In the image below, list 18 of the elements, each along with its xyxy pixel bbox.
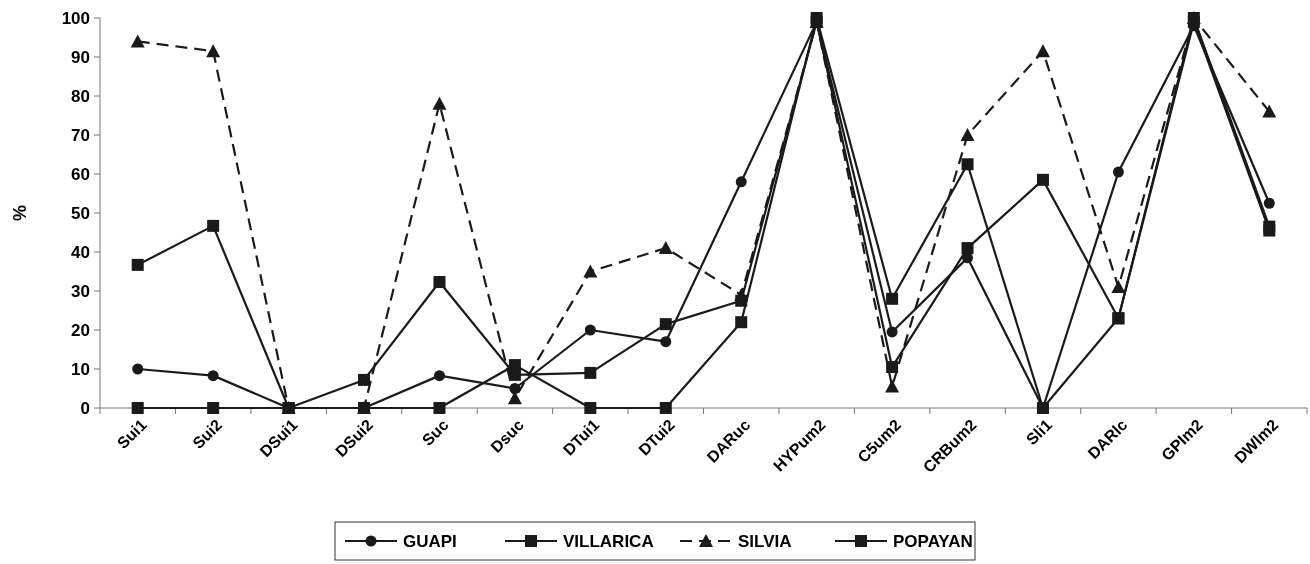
y-tick-label: 70 bbox=[71, 125, 90, 145]
y-tick-label: 0 bbox=[80, 398, 90, 418]
y-tick-label: 30 bbox=[71, 281, 90, 301]
y-tick-label: 60 bbox=[71, 164, 90, 184]
y-tick-label: 80 bbox=[71, 86, 90, 106]
y-tick-label: 90 bbox=[71, 47, 90, 67]
legend-label: GUAPI bbox=[403, 531, 457, 551]
legend-label: POPAYAN bbox=[893, 531, 973, 551]
legend-label: SILVIA bbox=[738, 531, 792, 551]
x-tick-label: Suc bbox=[418, 415, 452, 449]
y-tick-label: 40 bbox=[71, 242, 90, 262]
x-tick-label: Sli1 bbox=[1022, 415, 1056, 449]
y-tick-label: 100 bbox=[61, 8, 90, 28]
y-tick-label: 50 bbox=[71, 203, 90, 223]
y-tick-label: 10 bbox=[71, 359, 90, 379]
y-axis-title: % bbox=[10, 204, 30, 222]
legend-label: VILLARICA bbox=[563, 531, 654, 551]
y-tick-label: 20 bbox=[71, 320, 90, 340]
